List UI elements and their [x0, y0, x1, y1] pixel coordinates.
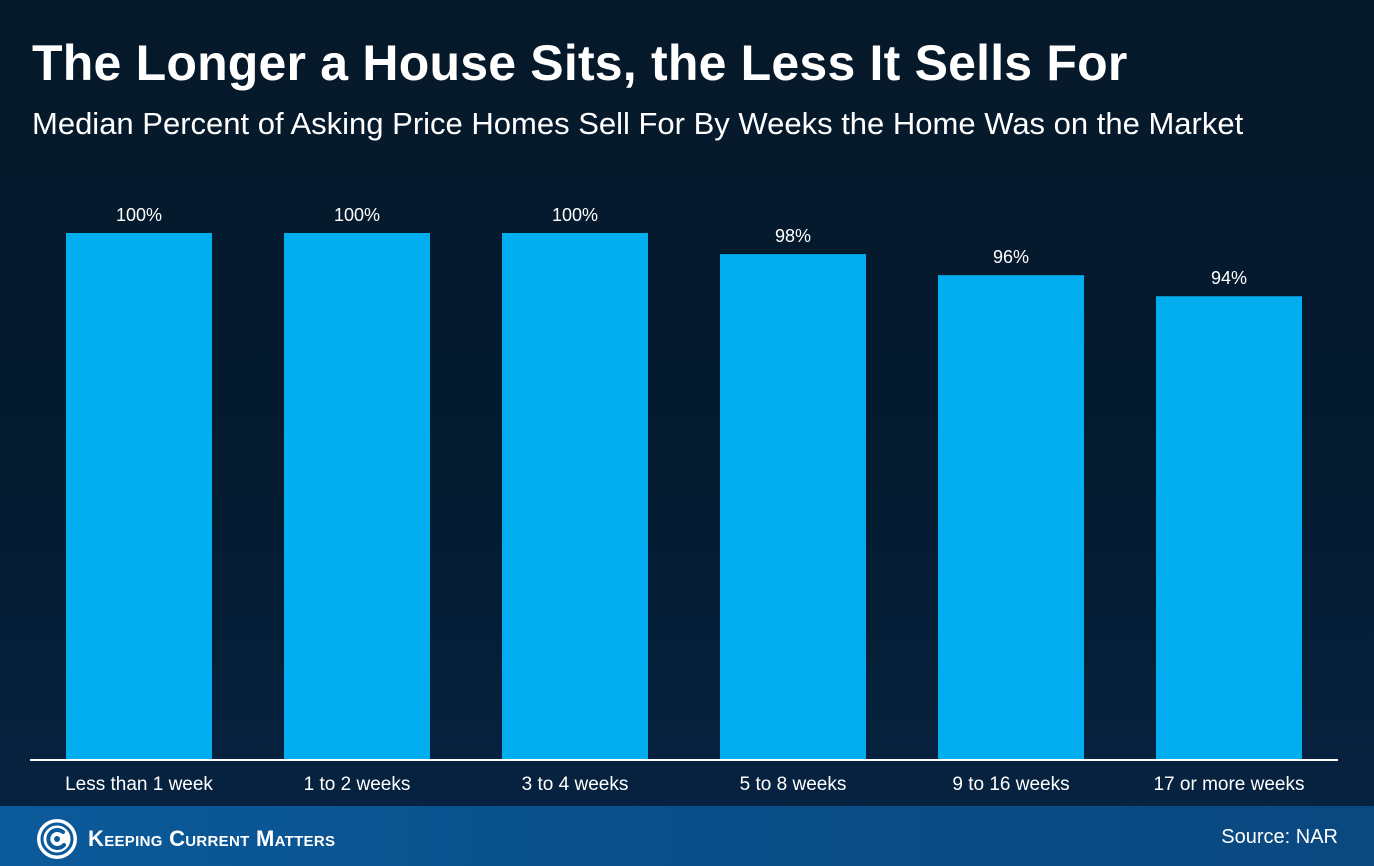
- bar-4: [720, 254, 866, 760]
- x-tick-label: 1 to 2 weeks: [304, 774, 411, 795]
- bar-value-label: 98%: [775, 226, 811, 246]
- footer-bar: Keeping Current Matters Source: NAR: [0, 806, 1374, 866]
- bar-value-label: 100%: [116, 205, 162, 225]
- bar-value-label: 100%: [334, 205, 380, 225]
- chart-title: The Longer a House Sits, the Less It Sel…: [32, 35, 1128, 91]
- kcm-logo-icon: [37, 819, 77, 859]
- bar-5: [938, 275, 1084, 760]
- x-tick-label: 9 to 16 weeks: [952, 774, 1069, 795]
- bar-value-label: 94%: [1211, 268, 1247, 288]
- brand-name: Keeping Current Matters: [88, 826, 336, 851]
- brand-logo: Keeping Current Matters: [36, 818, 335, 860]
- bar-6: [1156, 296, 1302, 760]
- bar-chart: 100% Less than 1 week 100% 1 to 2 weeks 100%…: [65, 205, 1304, 795]
- x-tick-label: 5 to 8 weeks: [740, 774, 847, 795]
- source-note: Source: NAR: [1221, 826, 1338, 848]
- bar-3: [502, 233, 648, 760]
- x-tick-label: 17 or more weeks: [1153, 774, 1304, 795]
- bar-1: [66, 233, 212, 760]
- bar-value-label: 100%: [552, 205, 598, 225]
- x-tick-label: 3 to 4 weeks: [522, 774, 629, 795]
- chart-subtitle: Median Percent of Asking Price Homes Sel…: [32, 106, 1244, 141]
- bar-2: [284, 233, 430, 760]
- bar-value-label: 96%: [993, 247, 1029, 267]
- x-tick-label: Less than 1 week: [65, 774, 213, 795]
